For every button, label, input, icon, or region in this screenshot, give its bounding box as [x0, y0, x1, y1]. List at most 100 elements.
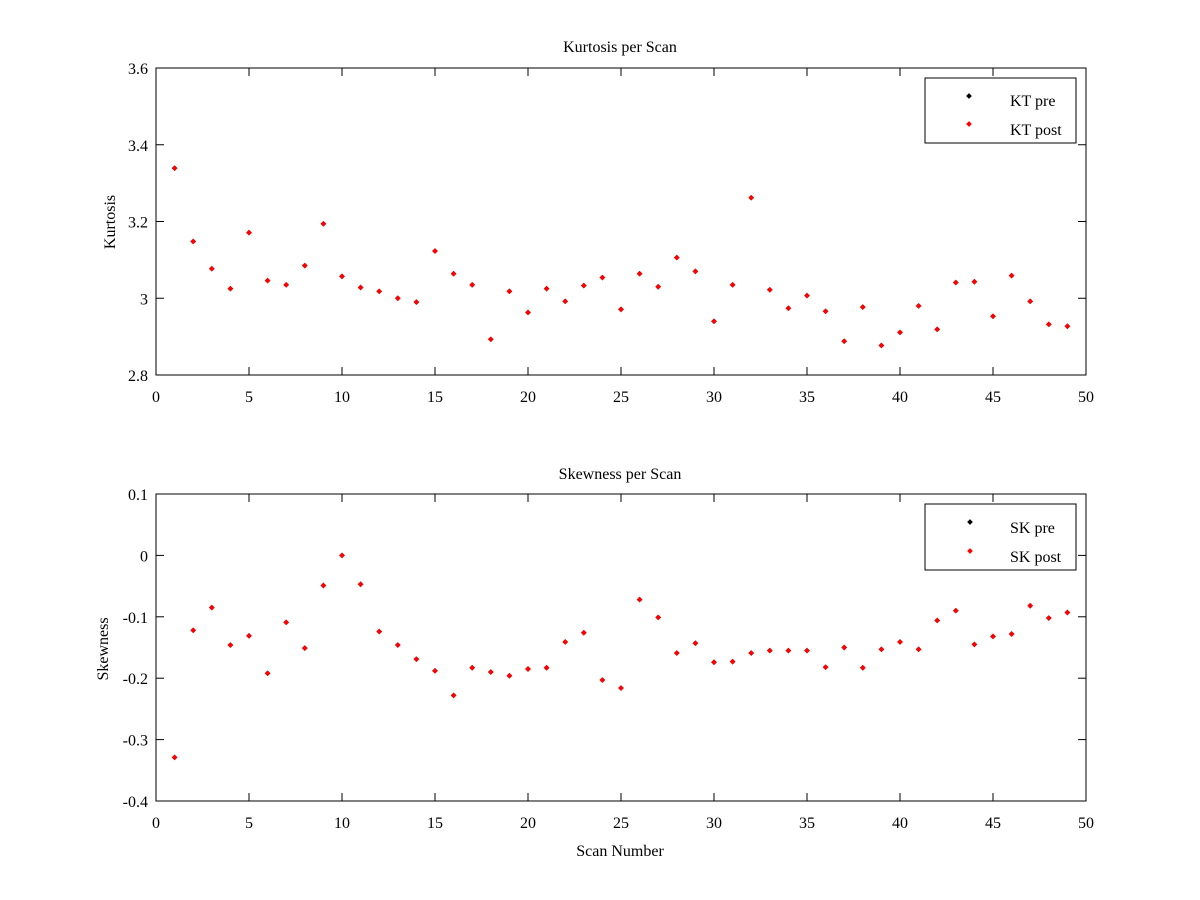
data-point-kt-post — [320, 220, 327, 227]
data-point-kt-post — [897, 329, 903, 336]
data-point-sk-post — [1064, 609, 1071, 616]
data-point-kt-post — [450, 270, 457, 277]
skewness-y-tick-label: -0.3 — [123, 733, 148, 750]
legend-marker-kt-pre — [966, 93, 972, 99]
kurtosis-x-tick-label: 30 — [706, 389, 722, 406]
skewness-x-tick-label: 35 — [799, 815, 815, 832]
data-point-sk-post — [283, 619, 290, 626]
kurtosis-x-tick-label: 40 — [892, 389, 908, 406]
data-point-sk-post — [227, 642, 234, 648]
data-point-kt-post — [915, 303, 922, 309]
skewness-x-tick-label: 25 — [613, 815, 629, 832]
data-point-kt-post — [934, 326, 941, 333]
data-point-sk-post — [729, 658, 736, 665]
data-point-sk-post — [618, 685, 624, 691]
skewness-subplot: Skewness per Scan Skewness Scan Number 0… — [95, 466, 1094, 860]
data-point-kt-post — [376, 288, 383, 295]
data-point-sk-post — [469, 664, 476, 671]
data-point-kt-post — [208, 265, 215, 272]
data-point-kt-post — [432, 248, 438, 254]
data-point-kt-post — [655, 283, 662, 290]
data-point-kt-post — [525, 309, 531, 316]
data-point-sk-post — [915, 646, 922, 653]
data-point-sk-post — [413, 656, 420, 662]
kurtosis-x-tick-label: 20 — [520, 389, 536, 406]
data-point-sk-post — [599, 677, 606, 683]
kurtosis-ticks: 0 5 10 15 20 25 30 35 40 45 50 2.8 3 3.2 3.4 3.6 — [128, 61, 1094, 406]
data-point-kt-post — [301, 262, 308, 269]
skewness-markers — [171, 552, 1071, 761]
data-point-kt-post — [469, 281, 476, 288]
kurtosis-y-tick-label: 3.4 — [128, 138, 148, 155]
data-point-kt-post — [339, 273, 345, 280]
data-point-sk-post — [748, 650, 755, 656]
data-point-kt-post — [1008, 272, 1015, 279]
skewness-y-axis-label: Skewness — [95, 617, 112, 680]
data-point-kt-post — [841, 338, 848, 345]
data-point-sk-post — [692, 640, 699, 647]
data-point-sk-post — [394, 642, 401, 648]
data-point-kt-post — [748, 194, 755, 201]
kurtosis-y-tick-label: 2.8 — [128, 368, 148, 385]
data-point-kt-post — [822, 308, 829, 315]
kurtosis-x-tick-label: 35 — [799, 389, 815, 406]
skewness-y-tick-label: -0.2 — [123, 671, 148, 688]
data-point-kt-post — [804, 292, 810, 299]
legend-label-sk-post: SK post — [1010, 549, 1062, 566]
data-point-sk-post — [897, 639, 903, 645]
kurtosis-y-tick-label: 3.6 — [128, 61, 148, 78]
data-point-sk-post — [766, 647, 773, 654]
skewness-x-tick-label: 45 — [985, 815, 1001, 832]
data-point-kt-post — [543, 285, 550, 292]
data-point-sk-post — [822, 664, 829, 670]
kurtosis-x-tick-label: 50 — [1078, 389, 1094, 406]
kurtosis-y-tick-label: 3.2 — [128, 215, 148, 232]
data-point-sk-post — [432, 668, 438, 674]
kurtosis-markers — [171, 165, 1071, 349]
skewness-x-tick-label: 30 — [706, 815, 722, 832]
kurtosis-x-tick-label: 25 — [613, 389, 629, 406]
data-point-kt-post — [171, 165, 178, 171]
data-point-sk-post — [990, 633, 996, 640]
data-point-sk-post — [971, 641, 978, 648]
data-point-kt-post — [394, 295, 401, 302]
data-point-sk-post — [190, 627, 197, 634]
legend-marker-sk-post — [967, 548, 973, 554]
data-point-kt-post — [599, 274, 606, 281]
skewness-x-tick-label: 15 — [427, 815, 443, 832]
data-point-sk-post — [878, 646, 885, 653]
legend-label-kt-post: KT post — [1010, 122, 1062, 139]
skewness-legend-box — [924, 503, 1077, 571]
data-point-sk-post — [171, 754, 178, 761]
kurtosis-x-tick-label: 45 — [985, 389, 1001, 406]
data-point-kt-post — [580, 282, 587, 289]
data-point-kt-post — [246, 229, 252, 236]
data-point-sk-post — [841, 644, 848, 651]
legend-label-kt-pre: KT pre — [1010, 93, 1055, 110]
kurtosis-x-tick-label: 0 — [152, 389, 160, 406]
data-point-sk-post — [450, 692, 457, 699]
data-point-kt-post — [952, 279, 959, 286]
kurtosis-y-axis-label: Kurtosis — [102, 195, 119, 249]
data-point-kt-post — [1045, 321, 1052, 328]
skewness-x-tick-label: 5 — [245, 815, 253, 832]
data-point-sk-post — [655, 614, 662, 621]
data-point-sk-post — [264, 670, 271, 677]
data-point-kt-post — [636, 270, 643, 277]
data-point-kt-post — [766, 286, 773, 293]
data-point-kt-post — [413, 299, 420, 305]
data-point-kt-post — [562, 298, 569, 305]
data-point-kt-post — [990, 313, 996, 320]
data-point-sk-post — [711, 659, 717, 666]
kurtosis-legend-box — [924, 77, 1077, 144]
data-point-sk-post — [804, 647, 810, 654]
data-point-kt-post — [1064, 323, 1071, 330]
kurtosis-x-tick-label: 10 — [334, 389, 350, 406]
kurtosis-subplot: Kurtosis per Scan Kurtosis 0 5 10 15 20 25 30 3… — [102, 39, 1094, 406]
data-point-sk-post — [580, 629, 587, 636]
data-point-kt-post — [190, 238, 197, 245]
data-point-kt-post — [1027, 298, 1034, 305]
skewness-y-tick-label: 0 — [140, 548, 148, 565]
data-point-sk-post — [1045, 615, 1052, 621]
